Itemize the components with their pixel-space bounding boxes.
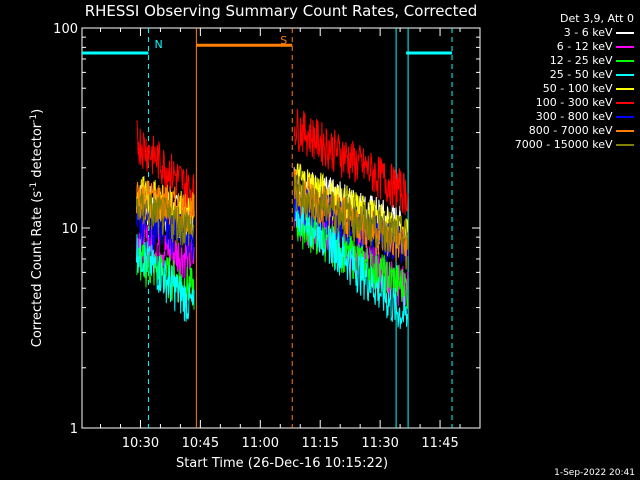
legend-swatch <box>616 130 634 132</box>
legend-swatch <box>616 60 634 62</box>
x-tick-label: 10:45 <box>182 436 219 451</box>
y-tick-label: 1 <box>70 422 78 437</box>
series-line <box>293 174 409 255</box>
series-line <box>136 244 195 310</box>
x-tick-label: 11:45 <box>421 436 458 451</box>
x-tick-label: 10:30 <box>122 436 159 451</box>
x-tick-label: 11:30 <box>361 436 398 451</box>
legend-item: 7000 - 15000 keV <box>515 138 634 152</box>
x-tick-label: 11:00 <box>242 436 279 451</box>
y-axis-label: Corrected Count Rate (s-1 detector-1) <box>29 109 45 347</box>
series-line <box>293 204 409 311</box>
legend-item: 12 - 25 keV <box>550 54 634 68</box>
legend-swatch <box>616 88 634 90</box>
legend-label: 25 - 50 keV <box>549 68 616 81</box>
chart-title: RHESSI Observing Summary Count Rates, Co… <box>85 2 478 20</box>
legend-label: 50 - 100 keV <box>542 82 616 95</box>
flag-label: N <box>154 38 162 51</box>
plot-area: 1 10 100 10:30 10:45 11:00 11:15 11:30 11:45 N S <box>53 22 481 451</box>
footer-date: 1-Sep-2022 20:41 <box>554 468 635 478</box>
legend-swatch <box>616 144 634 146</box>
legend-label: 6 - 12 keV <box>556 40 616 53</box>
legend-swatch <box>616 102 634 104</box>
legend-item: 300 - 800 keV <box>536 110 634 124</box>
legend-item: 3 - 6 keV <box>564 26 634 40</box>
legend-label: 100 - 300 keV <box>535 96 616 109</box>
legend-item: 6 - 12 keV <box>557 40 634 54</box>
legend-label: 3 - 6 keV <box>563 26 616 39</box>
legend-swatch <box>616 116 634 118</box>
series-line <box>136 221 195 280</box>
legend-swatch <box>616 46 634 48</box>
legend-item: 800 - 7000 keV <box>529 124 634 138</box>
legend-swatch <box>616 74 634 76</box>
legend-label: 300 - 800 keV <box>535 110 616 123</box>
legend-label: 12 - 25 keV <box>549 54 616 67</box>
legend-item: 100 - 300 keV <box>536 96 634 110</box>
legend-label: 7000 - 15000 keV <box>514 138 616 151</box>
legend-item: 50 - 100 keV <box>543 82 634 96</box>
series-line <box>293 108 409 216</box>
series-line <box>136 232 195 322</box>
legend-item: 25 - 50 keV <box>550 68 634 82</box>
legend-swatch <box>616 32 634 34</box>
legend-label: 800 - 7000 keV <box>528 124 616 137</box>
x-axis-label: Start Time (26-Dec-16 10:15:22) <box>176 456 388 471</box>
series-line <box>136 188 195 247</box>
y-tick-label: 10 <box>61 222 78 237</box>
y-tick-label: 100 <box>53 22 78 37</box>
legend-header: Det 3,9, Att 0 <box>560 12 634 25</box>
x-tick-label: 11:15 <box>301 436 338 451</box>
flag-label: S <box>280 34 287 47</box>
